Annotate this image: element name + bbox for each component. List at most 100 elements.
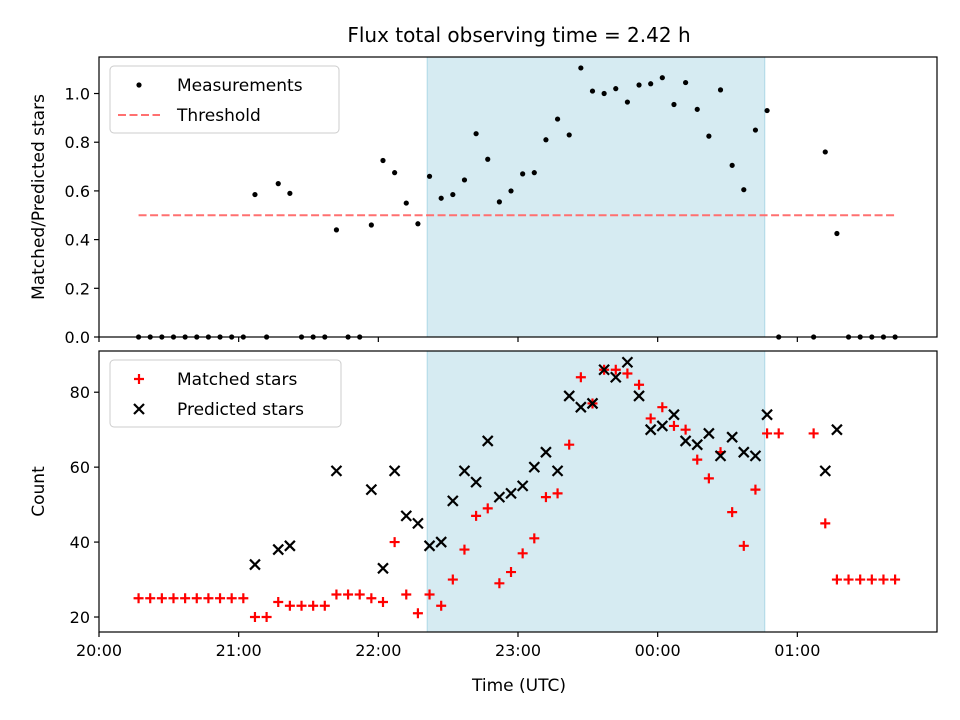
x-tick-label: 21:00 — [216, 641, 262, 660]
matched-star-point — [668, 420, 679, 431]
matched-star-point — [412, 608, 423, 619]
series-predicted-stars — [249, 356, 843, 575]
legend-swatch — [136, 82, 142, 88]
legend-swatch — [133, 403, 145, 415]
measurement-point — [438, 195, 444, 201]
measurement-point — [461, 177, 468, 183]
measurement-point — [415, 221, 421, 227]
legend-box — [109, 65, 340, 134]
matched-star-point — [645, 413, 656, 424]
legend-swatch — [134, 374, 144, 384]
matched-star-point — [564, 439, 575, 450]
x-tick-label: 23:00 — [495, 641, 541, 660]
matched-star-point — [890, 574, 901, 585]
predicted-star-point — [284, 540, 296, 552]
predicted-star-point — [598, 363, 610, 376]
matched-star-point — [180, 593, 191, 604]
y-tick-label: 40 — [70, 533, 90, 552]
x-tick-label: 01:00 — [774, 641, 820, 660]
matched-star-point — [133, 593, 144, 604]
predicted-star-point — [679, 435, 692, 447]
matched-star-point — [517, 548, 528, 559]
predicted-star-point — [458, 465, 471, 477]
predicted-star-point — [412, 517, 424, 530]
measurement-point — [659, 75, 665, 81]
measurement-point — [543, 137, 549, 143]
y-tick-label: 0.0 — [65, 328, 90, 347]
y-tick-label: 0.4 — [65, 231, 90, 250]
predicted-star-point — [249, 558, 261, 571]
predicted-star-point — [330, 465, 343, 477]
predicted-star-point — [621, 356, 634, 369]
matched-star-point — [447, 574, 458, 585]
matched-star-point — [203, 593, 214, 604]
matched-star-point — [575, 372, 586, 383]
matched-star-point — [156, 593, 167, 604]
y-tick-label: 0.8 — [65, 133, 90, 152]
matched-star-point — [750, 484, 761, 495]
predicted-star-point — [819, 465, 832, 477]
matched-star-point — [226, 593, 237, 604]
matched-star-point — [319, 600, 330, 611]
predicted-star-point — [586, 397, 599, 410]
predicted-star-point — [493, 491, 506, 503]
matched-star-point — [634, 379, 645, 390]
measurement-point — [741, 187, 747, 193]
measurement-point — [764, 107, 770, 114]
matched-star-point — [773, 428, 784, 439]
measurement-point — [624, 99, 631, 105]
predicted-star-point — [528, 461, 541, 473]
matched-star-point — [680, 424, 691, 435]
predicted-star-point — [435, 536, 447, 548]
matched-star-point — [401, 589, 412, 600]
measurement-point — [520, 171, 526, 177]
matched-star-point — [296, 600, 307, 611]
predicted-star-point — [644, 423, 657, 436]
predicted-star-point — [609, 371, 622, 384]
x-tick-label: 20:00 — [76, 641, 122, 660]
matched-star-point — [249, 612, 260, 623]
matched-star-point — [424, 589, 435, 600]
matched-star-point — [261, 612, 272, 623]
matched-star-point — [436, 600, 447, 611]
measurement-point — [450, 191, 456, 198]
measurement-point — [485, 156, 491, 162]
matched-star-point — [831, 574, 842, 585]
matched-star-point — [657, 402, 668, 413]
measurement-point — [508, 188, 514, 194]
predicted-star-point — [575, 401, 587, 413]
predicted-star-point — [516, 480, 529, 492]
measurement-point — [473, 131, 479, 137]
measurement-point — [403, 200, 409, 206]
matched-star-point — [377, 597, 388, 608]
predicted-star-point — [365, 483, 378, 496]
observing-interval-shade — [426, 56, 766, 338]
measurement-point — [683, 79, 689, 86]
matched-star-point — [494, 578, 505, 589]
predicted-star-point — [272, 543, 285, 556]
x-tick-label: 22:00 — [355, 641, 401, 660]
matched-star-point — [284, 600, 295, 611]
matched-star-point — [459, 544, 470, 555]
top-panel: 0.0 0.2 0.4 0.6 0.8 1.0 Matched/Predicted star… — [29, 56, 938, 347]
measurement-point — [566, 132, 572, 138]
predicted-star-point — [377, 562, 389, 575]
chart-title: Flux total observing time = 2.42 h — [347, 23, 690, 47]
measurement-point — [613, 86, 619, 92]
matched-star-point — [354, 589, 365, 600]
x-axis-label: Time (UTC) — [471, 676, 566, 696]
measurement-point — [589, 88, 596, 94]
top-y-axis-label: Matched/Predicted stars — [29, 94, 49, 300]
predicted-star-point — [726, 431, 738, 443]
matched-star-point — [331, 589, 342, 600]
measurement-point — [671, 101, 677, 108]
measurement-point — [287, 190, 293, 196]
y-tick-label: 0.6 — [65, 182, 90, 201]
measurement-point — [752, 127, 759, 133]
matched-star-point — [808, 428, 819, 439]
measurement-point — [531, 170, 537, 176]
matched-star-point — [692, 454, 703, 465]
legend-label: Measurements — [177, 76, 303, 96]
matched-star-point — [366, 593, 377, 604]
top-legend: Measurements Threshold — [109, 65, 340, 134]
